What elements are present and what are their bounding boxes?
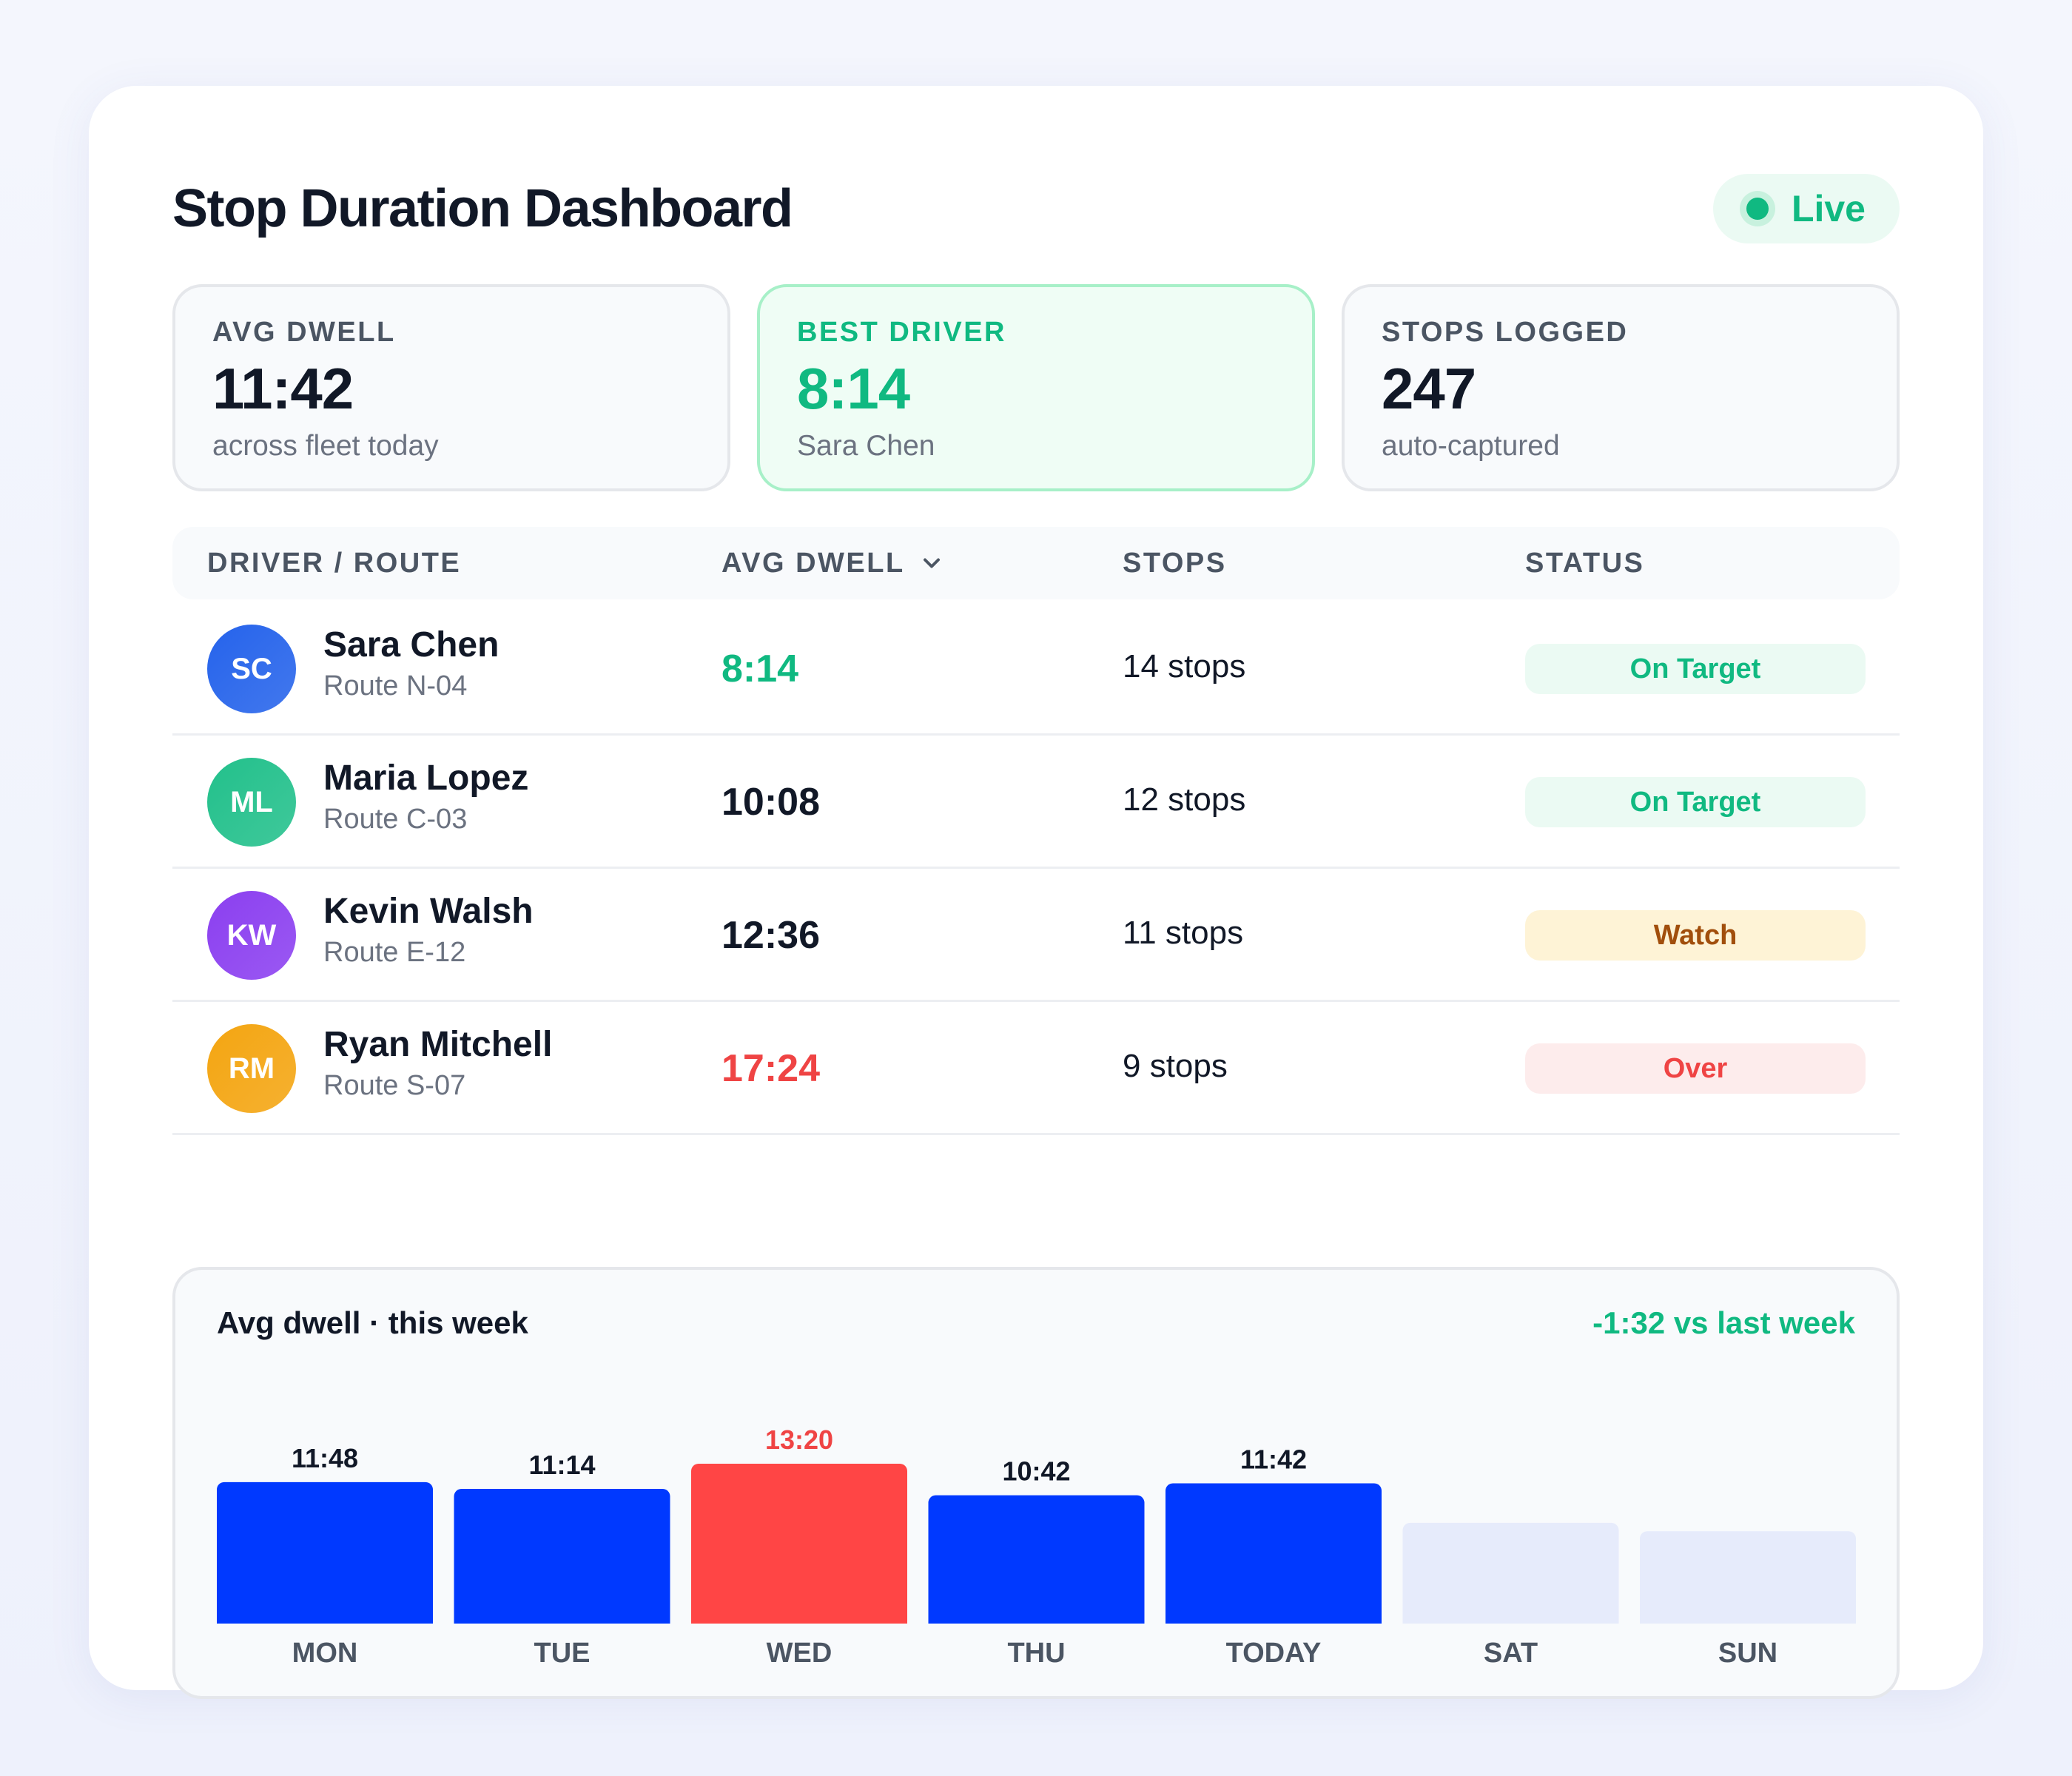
bar-base-thu xyxy=(928,1616,1145,1624)
live-dot-icon xyxy=(1739,191,1775,226)
table-row[interactable]: ML Maria Lopez Route C-03 10:08 12 stops… xyxy=(172,736,1900,869)
stops-count: 11 stops xyxy=(1123,915,1244,951)
header: Stop Duration Dashboard Live xyxy=(172,166,1900,252)
driver-route: Route E-12 xyxy=(323,937,466,968)
driver-route: Route C-03 xyxy=(323,804,468,835)
live-label: Live xyxy=(1791,188,1866,229)
stops-count: 12 stops xyxy=(1123,781,1246,818)
avatar: KW xyxy=(207,891,296,980)
column-header-label: DRIVER / ROUTE xyxy=(207,547,462,579)
kpi-avg-dwell: AVG DWELL 11:42 across fleet today xyxy=(172,284,730,491)
kpi-best-driver: BEST DRIVER 8:14 Sara Chen xyxy=(757,284,1315,491)
table-body: SC Sara Chen Route N-04 8:14 14 stops On… xyxy=(172,602,1900,1135)
status-badge: Watch xyxy=(1525,910,1866,961)
bar-value-label: 11:42 xyxy=(1240,1444,1307,1474)
stops-count: 9 stops xyxy=(1123,1048,1228,1084)
kpi-label: STOPS LOGGED xyxy=(1382,317,1629,348)
kpi-sub: across fleet today xyxy=(212,429,439,462)
bar-thu xyxy=(928,1495,1145,1624)
kpi-label: AVG DWELL xyxy=(212,317,396,348)
avg-dwell-value: 17:24 xyxy=(722,1047,820,1090)
column-header-label: STATUS xyxy=(1525,547,1645,579)
bar-base-sun xyxy=(1640,1616,1856,1624)
column-header-driver[interactable]: DRIVER / ROUTE xyxy=(207,548,461,579)
bar-mon xyxy=(217,1481,433,1624)
column-header-dwell[interactable]: AVG DWELL xyxy=(722,548,945,579)
bar-sat xyxy=(1402,1522,1619,1624)
bar-category-label: TODAY xyxy=(1226,1638,1322,1669)
bar-category-label: WED xyxy=(767,1638,832,1669)
bar-category-label: TUE xyxy=(534,1638,591,1669)
kpi-stops-logged: STOPS LOGGED 247 auto-captured xyxy=(1342,284,1900,491)
kpi-value: 11:42 xyxy=(212,356,354,421)
bar-value-label: 11:14 xyxy=(528,1450,595,1480)
avg-dwell-value: 12:36 xyxy=(722,914,820,957)
kpi-value: 247 xyxy=(1382,356,1476,421)
live-indicator[interactable]: Live xyxy=(1712,174,1900,243)
table-header: DRIVER / ROUTE AVG DWELL STOPS STATUS xyxy=(172,527,1900,599)
chart-title: Avg dwell · this week xyxy=(217,1305,528,1340)
bar-category-label: SAT xyxy=(1484,1638,1538,1669)
column-header-label: AVG DWELL xyxy=(722,547,905,579)
avatar: SC xyxy=(207,625,296,713)
driver-name: Ryan Mitchell xyxy=(323,1025,553,1064)
status-badge: On Target xyxy=(1525,777,1866,827)
driver-route: Route N-04 xyxy=(323,670,468,702)
kpi-row: AVG DWELL 11:42 across fleet today BEST … xyxy=(172,284,1900,491)
column-header-status[interactable]: STATUS xyxy=(1525,548,1644,579)
driver-table: DRIVER / ROUTE AVG DWELL STOPS STATUS SC… xyxy=(172,527,1900,1135)
kpi-value: 8:14 xyxy=(797,356,910,421)
bar-base-mon xyxy=(217,1616,433,1624)
status-badge: On Target xyxy=(1525,644,1866,694)
table-row[interactable]: RM Ryan Mitchell Route S-07 17:24 9 stop… xyxy=(172,1002,1900,1135)
weekly-bar-chart: 11:48 MON 11:14 TUE 13:20 WED 10:42 THU 11:42 TOD… xyxy=(217,1424,1856,1669)
bar-value-label: 10:42 xyxy=(1002,1456,1070,1487)
status-badge: Over xyxy=(1525,1043,1866,1094)
driver-route: Route S-07 xyxy=(323,1070,466,1101)
driver-name: Sara Chen xyxy=(323,625,500,665)
bar-base-wed xyxy=(691,1616,907,1624)
bar-base-today xyxy=(1166,1616,1382,1624)
bar-category-label: THU xyxy=(1007,1638,1065,1669)
page-title: Stop Duration Dashboard xyxy=(172,179,793,238)
driver-name: Maria Lopez xyxy=(323,758,529,798)
bar-today xyxy=(1166,1483,1382,1624)
bar-base-tue xyxy=(454,1616,670,1624)
stops-count: 14 stops xyxy=(1123,648,1246,684)
bar-base-sat xyxy=(1402,1616,1619,1624)
avg-dwell-value: 10:08 xyxy=(722,781,820,824)
bar-value-label: 13:20 xyxy=(765,1424,833,1455)
bar-wed xyxy=(691,1464,907,1624)
bar-category-label: MON xyxy=(292,1638,358,1669)
column-header-stops[interactable]: STOPS xyxy=(1123,548,1227,579)
column-header-label: STOPS xyxy=(1123,547,1227,579)
bar-sun xyxy=(1640,1531,1856,1624)
bar-category-label: SUN xyxy=(1718,1638,1777,1669)
bar-value-label: 11:48 xyxy=(292,1443,358,1473)
avatar: RM xyxy=(207,1024,296,1113)
chevron-down-icon xyxy=(923,558,940,568)
avg-dwell-value: 8:14 xyxy=(722,648,799,690)
table-row[interactable]: KW Kevin Walsh Route E-12 12:36 11 stops… xyxy=(172,869,1900,1002)
driver-name: Kevin Walsh xyxy=(323,892,534,931)
kpi-sub: auto-captured xyxy=(1382,429,1560,462)
kpi-label: BEST DRIVER xyxy=(797,317,1006,348)
kpi-sub: Sara Chen xyxy=(797,429,935,462)
avatar: ML xyxy=(207,758,296,847)
bar-tue xyxy=(454,1489,670,1624)
table-row[interactable]: SC Sara Chen Route N-04 8:14 14 stops On… xyxy=(172,602,1900,736)
dashboard-card: Stop Duration Dashboard Live AVG DWELL 1… xyxy=(89,86,1983,1699)
chart-delta: -1:32 vs last week xyxy=(1592,1305,1855,1340)
weekly-chart-card: Avg dwell · this week -1:32 vs last week… xyxy=(172,1267,1900,1699)
